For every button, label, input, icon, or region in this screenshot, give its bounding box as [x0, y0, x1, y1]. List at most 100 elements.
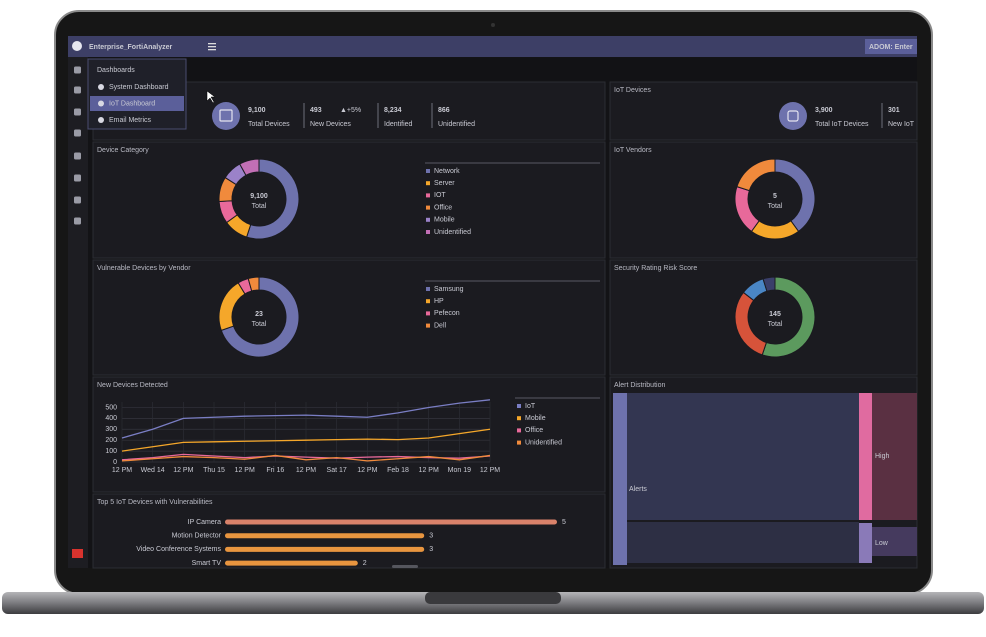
summary-panel: 9,100 Total Devices 493 New Devices ▲+5% 8,23… — [212, 102, 475, 130]
legend-swatch — [426, 193, 430, 198]
bar[interactable] — [225, 560, 358, 566]
menu-item-icon — [98, 117, 104, 123]
menu-item[interactable]: System Dashboard — [109, 84, 169, 91]
iot-summary-panel: IoT Devices 3,900 Total IoT Devices 301 New … — [614, 87, 915, 130]
menu-item-icon — [98, 100, 104, 107]
series-line — [121, 454, 491, 462]
legend-label[interactable]: Samsung — [434, 286, 464, 293]
legend-label[interactable]: IoT — [525, 403, 536, 410]
donut-segment[interactable] — [736, 158, 776, 192]
legend-label[interactable]: HP — [434, 298, 444, 305]
stat-label: Unidentified — [438, 121, 475, 128]
dashboard-menu: Dashboards System Dashboard IoT Dashboard… — [87, 58, 187, 130]
panel — [609, 259, 918, 376]
stat-value: 493 — [310, 107, 322, 114]
stat-change: ▲+5% — [340, 107, 361, 114]
donut-center-value: 9,100 — [250, 193, 268, 200]
x-tick-label: Wed 14 — [141, 467, 165, 474]
app-logo[interactable] — [72, 41, 82, 51]
app-name: Enterprise_FortiAnalyzer — [89, 44, 173, 51]
donut-segment[interactable] — [246, 158, 300, 240]
legend-swatch — [517, 440, 521, 445]
series-line — [121, 453, 491, 461]
device-icon — [212, 102, 240, 130]
legend-swatch — [426, 311, 430, 316]
panel — [92, 141, 606, 259]
panel-title: Device Category — [97, 147, 149, 154]
donut-segment[interactable] — [762, 276, 776, 292]
donut-segment[interactable] — [220, 276, 300, 358]
legend-label[interactable]: Mobile — [525, 415, 546, 422]
menu-item-highlight — [90, 96, 184, 111]
donut-segment[interactable] — [239, 158, 260, 177]
legend-label[interactable]: Unidentified — [434, 229, 471, 236]
x-tick-label: 12 PM — [235, 467, 255, 474]
donut-segment[interactable] — [761, 276, 816, 358]
panel-title: Top 5 IoT Devices with Vulnerabilities — [97, 499, 213, 506]
bar[interactable] — [225, 533, 425, 539]
sankey-flow — [627, 522, 859, 563]
adom-box[interactable] — [865, 39, 917, 54]
camera — [491, 23, 495, 27]
legend-label[interactable]: Office — [434, 204, 452, 211]
legend-label[interactable]: Server — [434, 180, 455, 187]
legend-swatch — [426, 323, 430, 328]
stat-label: New Devices — [310, 121, 351, 128]
legend-label[interactable]: Unidentified — [525, 439, 562, 446]
menu-panel — [87, 58, 187, 130]
lid-notch — [425, 592, 561, 604]
sidebar-icon[interactable] — [74, 108, 81, 116]
menu-item[interactable]: IoT Dashboard — [109, 100, 155, 107]
x-tick-label: 12 PM — [112, 467, 132, 474]
iot-icon — [779, 102, 807, 130]
x-tick-label: Feb 18 — [387, 467, 409, 474]
legend-swatch — [517, 416, 521, 421]
donut-segment[interactable] — [247, 276, 260, 292]
sidebar-icon[interactable] — [74, 217, 81, 225]
sidebar — [68, 57, 88, 568]
panel-title: IoT Devices — [614, 87, 651, 94]
series-line — [121, 428, 491, 452]
sidebar-icon[interactable] — [74, 152, 81, 160]
donut-center-value: 145 — [769, 311, 781, 318]
hamburger-menu[interactable] — [208, 43, 216, 51]
iot-icon-glyph — [787, 110, 799, 122]
menu-item[interactable]: Email Metrics — [109, 117, 152, 124]
sidebar-icon[interactable] — [74, 66, 81, 74]
legend-label[interactable]: Network — [434, 168, 460, 175]
legend-label[interactable]: Pefecon — [434, 310, 460, 317]
sankey-node-label: High — [875, 453, 890, 460]
bar[interactable] — [225, 546, 425, 552]
bar[interactable] — [225, 519, 557, 525]
legend-label[interactable]: Office — [525, 427, 543, 434]
sankey-node[interactable] — [613, 393, 627, 565]
panel-title: Alert Distribution — [614, 382, 665, 389]
x-tick-label: Sat 17 — [327, 467, 347, 474]
top-bar — [68, 36, 917, 57]
sidebar-icon[interactable] — [74, 129, 81, 137]
device-icon-glyph — [219, 109, 233, 122]
legend-label[interactable]: IOT — [434, 192, 446, 199]
legend-label[interactable]: Mobile — [434, 217, 455, 224]
donut-center-caption: Total — [768, 203, 783, 210]
sankey-node[interactable] — [859, 393, 872, 520]
panel-title: Vulnerable Devices by Vendor — [97, 265, 191, 272]
stat-value: 9,100 — [248, 107, 266, 114]
x-tick-label: 12 PM — [173, 467, 193, 474]
fortinet-logo — [72, 549, 83, 558]
sidebar-icon[interactable] — [74, 86, 81, 94]
panel-title: New Devices Detected — [97, 382, 168, 389]
stat-value: 866 — [438, 107, 450, 114]
sankey-flow-out — [872, 527, 917, 556]
sidebar-icon[interactable] — [74, 174, 81, 182]
legend-swatch — [426, 181, 430, 186]
tab-bar — [88, 58, 917, 80]
legend-label[interactable]: Dell — [434, 322, 447, 329]
panel — [92, 259, 606, 376]
sidebar-icon[interactable] — [74, 196, 81, 204]
sankey-flow-out — [872, 393, 917, 520]
x-tick-label: Mon 19 — [448, 467, 471, 474]
scrollbar[interactable] — [392, 565, 418, 568]
sankey-node[interactable] — [859, 523, 872, 563]
